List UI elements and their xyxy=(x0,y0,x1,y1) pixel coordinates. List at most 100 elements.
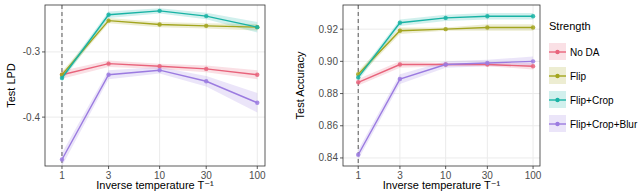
series-line xyxy=(358,16,533,77)
point xyxy=(398,21,402,25)
tick-label: 0.84 xyxy=(319,152,339,163)
grid-line xyxy=(108,5,109,166)
tick xyxy=(42,51,45,52)
point xyxy=(531,25,535,29)
point xyxy=(106,61,110,65)
grid-line xyxy=(159,5,160,166)
panel xyxy=(343,5,540,166)
point xyxy=(443,27,447,31)
legend-key xyxy=(555,98,559,102)
legend-key xyxy=(555,74,559,78)
legend-label: Flip xyxy=(570,71,587,82)
point xyxy=(356,153,360,157)
point xyxy=(60,157,64,161)
plot-frame xyxy=(343,5,540,166)
tick xyxy=(533,166,534,169)
legend-label: Flip+Crop xyxy=(570,95,614,106)
point xyxy=(106,18,110,22)
tick-label: 100 xyxy=(525,170,542,181)
point xyxy=(485,14,489,18)
legend-key xyxy=(549,115,566,132)
tick xyxy=(206,166,207,169)
point xyxy=(398,62,402,66)
point xyxy=(531,64,535,68)
confidence-band xyxy=(358,61,533,85)
confidence-band xyxy=(62,18,257,78)
tick-label: 100 xyxy=(249,170,266,181)
point xyxy=(157,68,161,72)
tick-label: -0.3 xyxy=(23,46,41,57)
tick xyxy=(108,166,109,169)
tick-label: 0.88 xyxy=(319,88,339,99)
series-line xyxy=(358,28,533,75)
point xyxy=(255,73,259,77)
tick xyxy=(61,166,62,169)
confidence-band xyxy=(358,24,533,77)
tick xyxy=(487,166,488,169)
legend-key xyxy=(549,91,566,108)
grid-line xyxy=(343,157,540,158)
series-line xyxy=(62,21,257,75)
y-axis-title: Test Accuracy xyxy=(294,51,306,119)
point xyxy=(443,16,447,20)
grid-line xyxy=(45,51,265,52)
legend-label: No DA xyxy=(570,47,600,58)
grid-line xyxy=(45,117,265,118)
point xyxy=(443,62,447,66)
point xyxy=(255,25,259,29)
point xyxy=(157,64,161,68)
plot-background xyxy=(45,5,265,166)
point xyxy=(157,22,161,26)
point xyxy=(398,29,402,33)
point xyxy=(485,61,489,65)
point xyxy=(398,77,402,81)
tick xyxy=(340,29,343,30)
x-axis-title: Inverse temperature T⁻¹ xyxy=(383,179,501,191)
tick xyxy=(340,61,343,62)
point xyxy=(204,79,208,83)
plot-background xyxy=(343,5,540,166)
tick xyxy=(340,125,343,126)
point xyxy=(531,14,535,18)
legend-title: Strength xyxy=(549,20,591,32)
x-axis-title: Inverse temperature T⁻¹ xyxy=(96,179,214,191)
point xyxy=(356,80,360,84)
series-line xyxy=(358,61,533,154)
tick-label: -0.4 xyxy=(23,112,41,123)
reference-line xyxy=(358,5,359,166)
point xyxy=(531,59,535,63)
series-line xyxy=(62,11,257,78)
grid-line xyxy=(358,5,359,166)
point xyxy=(106,73,110,77)
tick xyxy=(358,166,359,169)
point xyxy=(204,24,208,28)
grid-line xyxy=(343,93,540,94)
tick xyxy=(340,157,343,158)
point xyxy=(443,62,447,66)
tick xyxy=(340,93,343,94)
confidence-band xyxy=(62,67,257,166)
tick xyxy=(399,166,400,169)
tick xyxy=(445,166,446,169)
series-line xyxy=(62,70,257,159)
legend-label: Flip+Crop+Blur xyxy=(570,119,638,130)
legend-key xyxy=(549,67,566,84)
data-group xyxy=(60,5,260,166)
point xyxy=(255,101,259,105)
tick-label: 0.86 xyxy=(319,120,339,131)
point xyxy=(106,13,110,17)
legend-key xyxy=(549,43,566,60)
data-group xyxy=(356,5,535,166)
series-line xyxy=(358,65,533,83)
legend-key xyxy=(555,50,559,54)
point xyxy=(485,25,489,29)
panel xyxy=(45,5,265,166)
tick xyxy=(257,166,258,169)
grid-line xyxy=(61,5,62,166)
reference-line xyxy=(61,5,62,166)
tick-label: 1 xyxy=(355,170,361,181)
legend-key xyxy=(555,122,559,126)
tick xyxy=(159,166,160,169)
figure: -0.4-0.3131030100Inverse temperature T⁻¹… xyxy=(0,0,640,193)
tick-label: 1 xyxy=(59,170,65,181)
